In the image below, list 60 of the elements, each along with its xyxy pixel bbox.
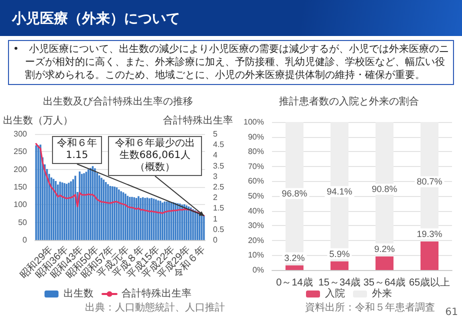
y2-tick-label: 4 — [213, 150, 218, 160]
text: 小児医療（外来）について — [12, 10, 180, 28]
legend-label: 出生数 — [64, 288, 94, 300]
y-tick-label: 60% — [248, 176, 264, 186]
y-tick-label: 10% — [248, 250, 264, 260]
y2-axis-title: 合計特殊出生率 — [163, 114, 233, 126]
y-tick-label: 250 — [14, 147, 28, 156]
annotation: 令和６年1.15 — [52, 136, 102, 164]
data-label: 80.7% — [416, 176, 442, 187]
text: • 小児医療について、出生数の減少により小児医療の需要は減少するが、小児では外来医療のニーズが相対的に高く、また、外来診療に加え、予防接種、乳幼児健診、学校医など、幅広い役割が求められる。このため、地域ごとに、小児の外来医療提供体制の維持・確保が重要。 — [13, 43, 449, 82]
x-tick-label: 65歳以上 — [408, 276, 450, 288]
annotation: 令和６年最少の出生数686,061人（概数） — [108, 136, 202, 176]
y-tick-label: 80% — [248, 147, 264, 156]
y-tick-label: 50 — [18, 218, 28, 227]
data-label: 19.3% — [416, 228, 442, 239]
bar — [420, 241, 438, 270]
y-tick-label: 150 — [14, 182, 28, 192]
y-tick-label: 30% — [248, 221, 264, 230]
legend-label: 入院 — [325, 288, 345, 300]
y2-tick-label: 0 — [213, 236, 218, 244]
legend-label: 外来 — [372, 288, 392, 300]
bar — [286, 265, 304, 270]
data-label: 96.8% — [282, 188, 308, 199]
y2-tick-label: 1.5 — [213, 204, 225, 213]
y-tick-label: 300 — [14, 130, 28, 138]
data-label: 5.9% — [329, 248, 350, 259]
y-tick-label: 20% — [248, 236, 264, 245]
bar — [330, 261, 348, 270]
y-tick-label: 100% — [244, 118, 264, 126]
y2-tick-label: 0.5 — [213, 224, 225, 234]
y-tick-label: 100 — [14, 200, 28, 210]
data-label: 3.2% — [284, 252, 305, 263]
y2-tick-label: 2.5 — [213, 182, 225, 192]
y-axis-title: 出生数（万人） — [3, 114, 73, 126]
x-tick-label: 15～34歳 — [318, 276, 361, 288]
y-tick-label: 0 — [22, 236, 28, 244]
x-tick-label: 35～64歳 — [363, 276, 406, 288]
text: 資料出所：令和５年患者調査 — [305, 302, 435, 314]
y-tick-label: 40% — [248, 206, 264, 216]
y2-tick-label: 5 — [213, 130, 218, 138]
chart-title: 推計患者数の入院と外来の割合 — [279, 96, 419, 108]
bar — [376, 256, 394, 270]
data-label: 94.1% — [326, 186, 352, 197]
y-tick-label: 50% — [248, 192, 264, 200]
y-tick-label: 0% — [252, 266, 264, 274]
y2-tick-label: 4.5 — [213, 140, 225, 150]
y2-tick-label: 3.5 — [213, 161, 225, 170]
legend-label: 合計特殊出生率 — [122, 288, 192, 300]
chart-title: 出生数及び合計特殊出生率の推移 — [43, 96, 193, 108]
y-tick-label: 200 — [14, 164, 28, 174]
text: 61 — [445, 307, 458, 318]
y2-tick-label: 3 — [213, 172, 218, 181]
source-note: 出典：人口動態統計、人口推計 — [85, 302, 225, 314]
y-tick-label: 90% — [248, 132, 264, 142]
y2-tick-label: 1 — [213, 214, 218, 224]
y-tick-label: 70% — [248, 162, 264, 171]
data-label: 9.2% — [374, 244, 395, 254]
y2-tick-label: 2 — [213, 193, 218, 202]
x-tick-label: 0～14歳 — [276, 276, 313, 288]
data-label: 90.8% — [372, 184, 398, 194]
